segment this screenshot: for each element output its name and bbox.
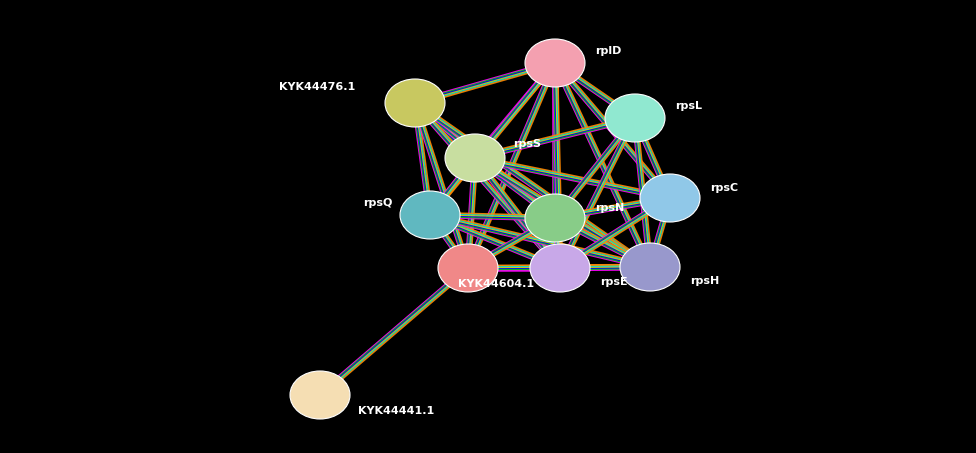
Text: rplD: rplD	[595, 46, 622, 56]
Ellipse shape	[438, 244, 498, 292]
Text: rpsL: rpsL	[675, 101, 702, 111]
Ellipse shape	[530, 244, 590, 292]
Ellipse shape	[385, 79, 445, 127]
Text: KYK44476.1: KYK44476.1	[279, 82, 355, 92]
Text: rpsQ: rpsQ	[363, 198, 392, 208]
Ellipse shape	[400, 191, 460, 239]
Ellipse shape	[290, 371, 350, 419]
Ellipse shape	[525, 39, 585, 87]
Ellipse shape	[640, 174, 700, 222]
Ellipse shape	[445, 134, 505, 182]
Ellipse shape	[620, 243, 680, 291]
Ellipse shape	[605, 94, 665, 142]
Text: KYK44604.1: KYK44604.1	[458, 279, 534, 289]
Text: rpsH: rpsH	[690, 276, 719, 286]
Text: KYK44441.1: KYK44441.1	[358, 406, 434, 416]
Ellipse shape	[525, 194, 585, 242]
Text: rpsS: rpsS	[513, 139, 541, 149]
Text: rpsN: rpsN	[595, 203, 625, 213]
Text: rpsE: rpsE	[600, 277, 628, 287]
Text: rpsC: rpsC	[710, 183, 738, 193]
